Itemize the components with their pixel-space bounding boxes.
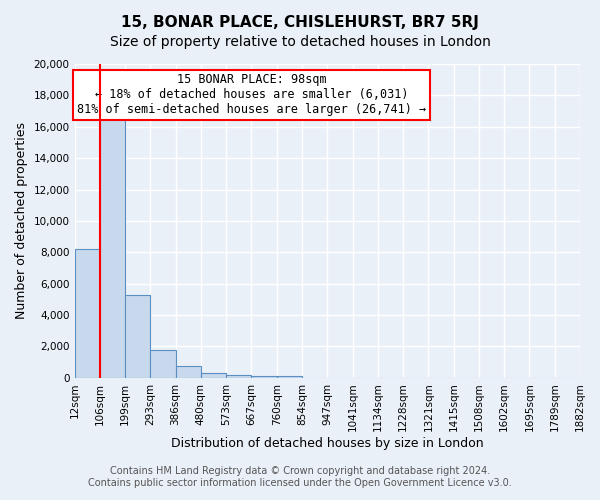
Y-axis label: Number of detached properties: Number of detached properties [15,122,28,320]
Text: 15 BONAR PLACE: 98sqm
← 18% of detached houses are smaller (6,031)
81% of semi-d: 15 BONAR PLACE: 98sqm ← 18% of detached … [77,74,426,116]
Bar [74,249,100,378]
Bar [125,294,151,378]
Text: 15, BONAR PLACE, CHISLEHURST, BR7 5RJ: 15, BONAR PLACE, CHISLEHURST, BR7 5RJ [121,15,479,30]
X-axis label: Distribution of detached houses by size in London: Distribution of detached houses by size … [171,437,484,450]
Bar [151,350,176,378]
Bar [100,118,125,378]
Text: Contains HM Land Registry data © Crown copyright and database right 2024.
Contai: Contains HM Land Registry data © Crown c… [88,466,512,487]
Bar [201,373,226,378]
Text: Size of property relative to detached houses in London: Size of property relative to detached ho… [110,35,490,49]
Bar [226,374,251,378]
Bar [277,376,302,378]
Bar [251,376,277,378]
Bar [176,366,201,378]
